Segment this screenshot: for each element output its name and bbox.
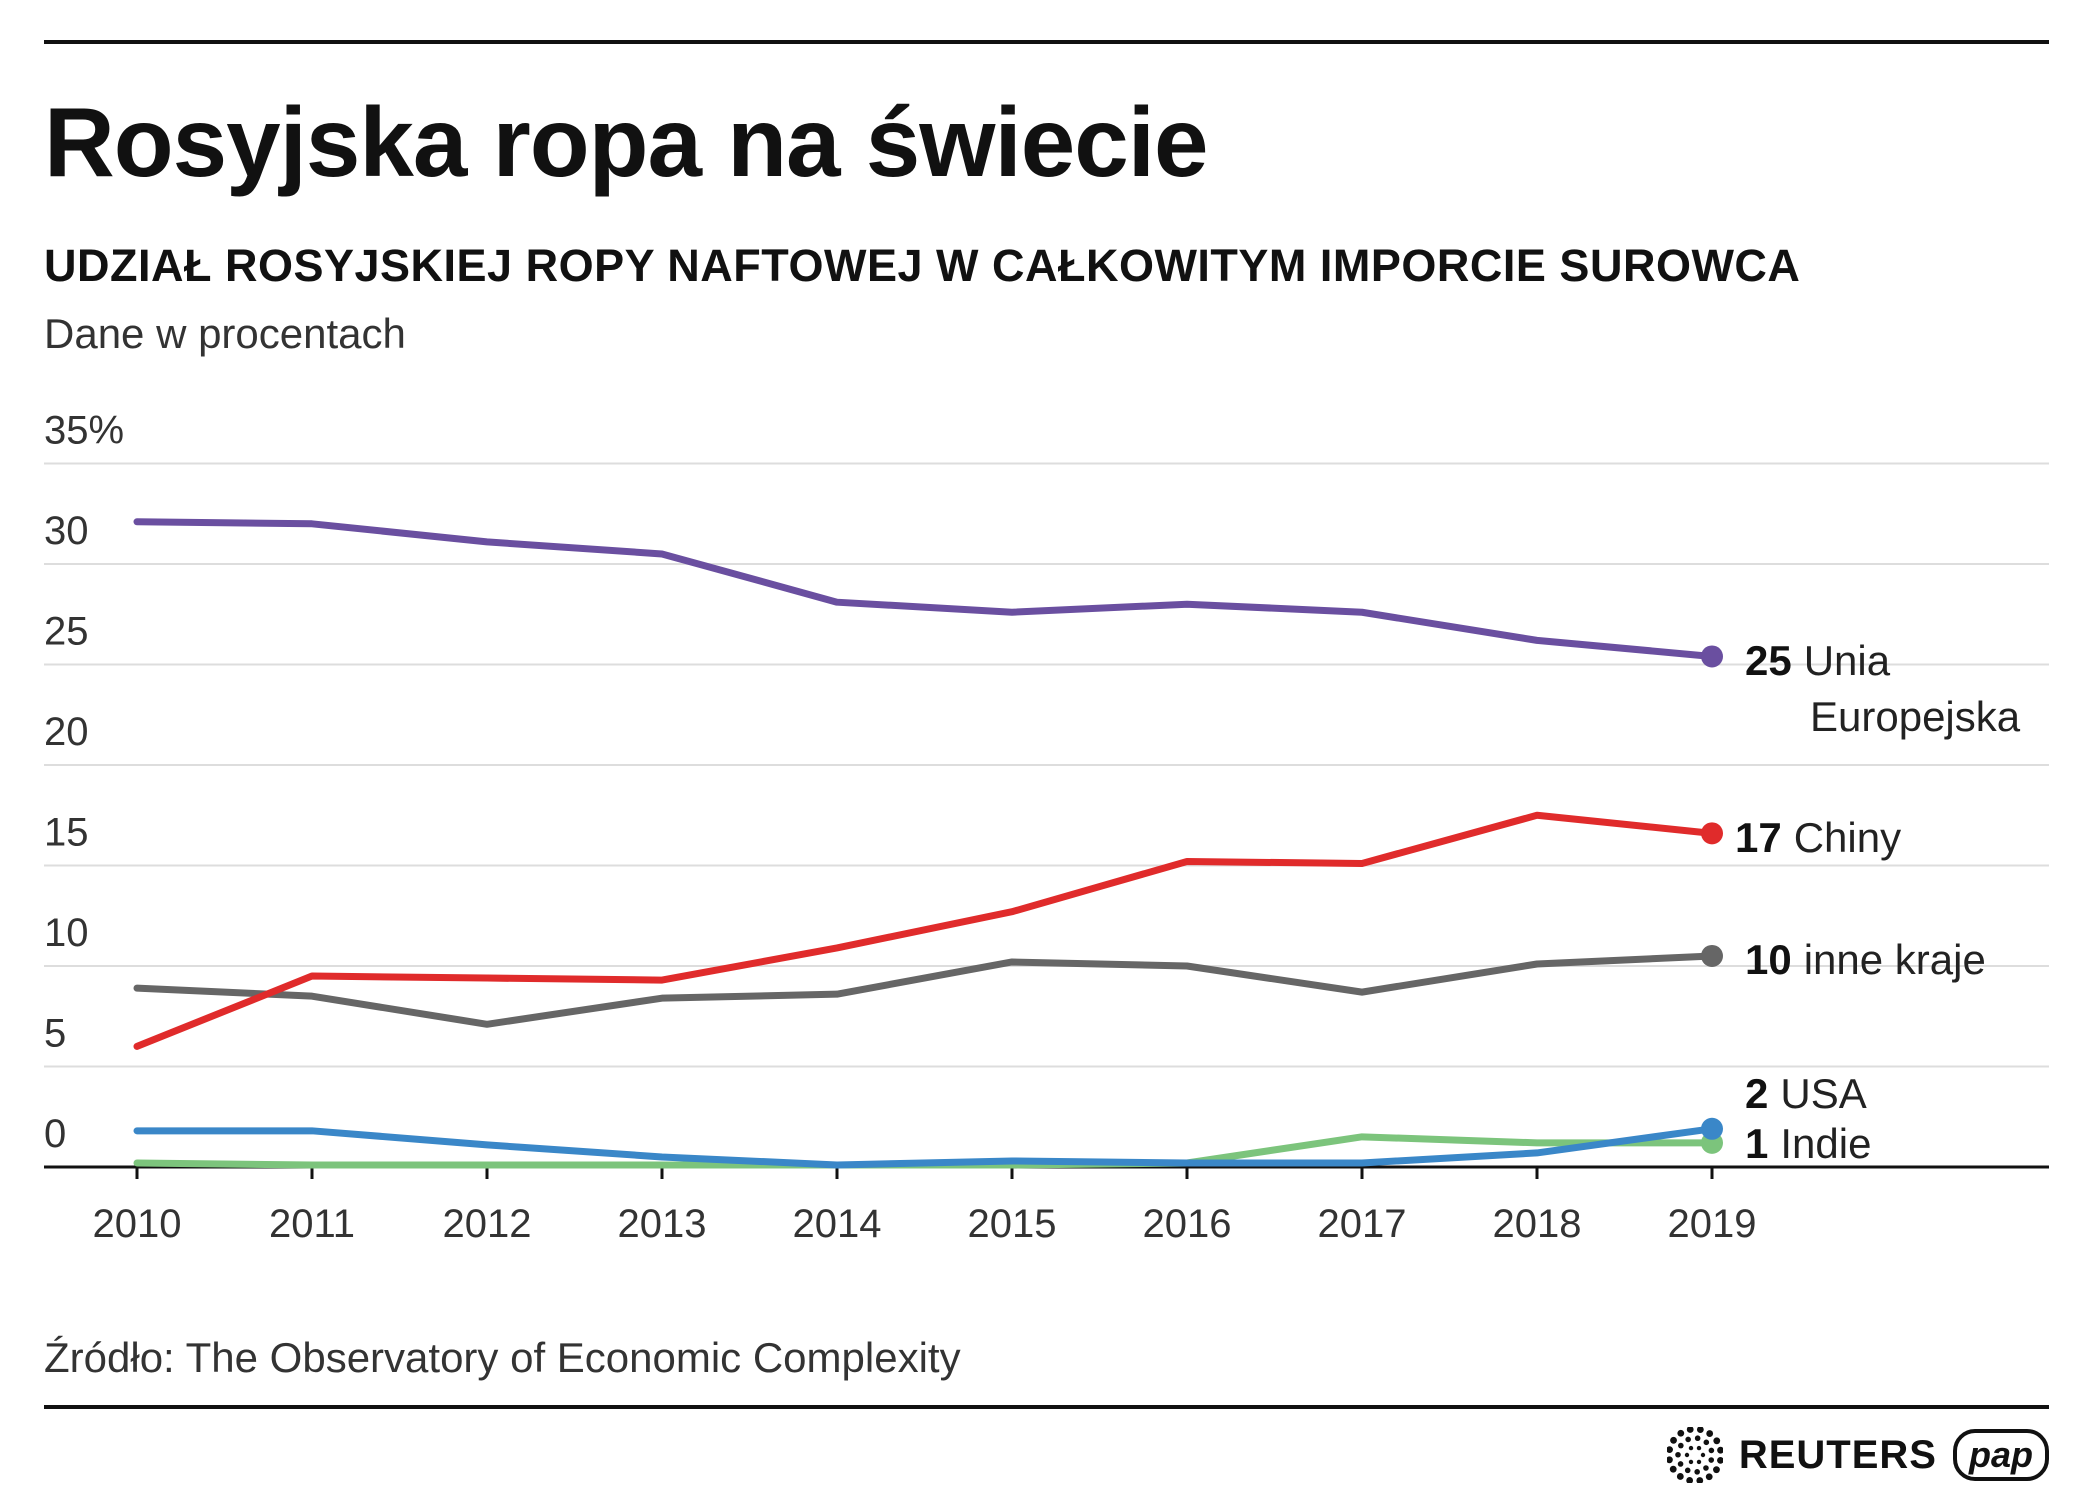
- unit-note: Dane w procentach: [44, 310, 406, 357]
- y-tick-label: 25: [44, 610, 89, 654]
- reuters-logo-dot: [1706, 1430, 1713, 1437]
- y-tick-label: 20: [44, 710, 89, 754]
- source-note: Źródło: The Observatory of Economic Comp…: [44, 1334, 961, 1381]
- reuters-logo-dot: [1669, 1436, 1677, 1444]
- series-end-dot-inne-kraje: [1701, 944, 1723, 967]
- y-tick-label: 10: [44, 911, 89, 955]
- bottom-rule: [44, 1405, 2049, 1409]
- reuters-logo-dot: [1696, 1445, 1702, 1451]
- series-line-chiny: [133, 811, 1716, 1050]
- chart-title: Rosyjska ropa na świecie: [44, 87, 1208, 197]
- y-tick-label: 35%: [44, 409, 124, 453]
- reuters-logo-dot: [1702, 1465, 1709, 1471]
- series-label-unia-europejska: 25 Unia Europejska: [1745, 637, 2021, 740]
- reuters-logo-dot: [1688, 1459, 1694, 1465]
- series-line-unia-europejska: [133, 518, 1716, 660]
- series-end-dot-usa: [1701, 1117, 1723, 1140]
- reuters-logo-dot: [1716, 1446, 1723, 1454]
- series-end-dot-unia-europejska: [1701, 645, 1723, 668]
- series-label-inne-kraje: 10 inne kraje: [1745, 936, 1986, 983]
- x-tick-label: 2012: [443, 1202, 532, 1246]
- reuters-logo-dot: [1712, 1466, 1720, 1474]
- x-tick-label: 2010: [93, 1202, 182, 1246]
- reuters-logo-dot: [1708, 1447, 1715, 1454]
- x-tick-label: 2015: [968, 1202, 1057, 1246]
- reuters-logo-dot: [1703, 1439, 1709, 1446]
- x-tick-label: 2014: [793, 1202, 882, 1246]
- reuters-logo-dot: [1676, 1473, 1684, 1480]
- reuters-logo-dot: [1666, 1456, 1673, 1464]
- reuters-logo-dot: [1696, 1477, 1704, 1483]
- reuters-logo-icon: [1666, 1427, 1723, 1483]
- logo-group: REUTERS pap: [1666, 1425, 2049, 1485]
- y-tick-label: 0: [44, 1112, 66, 1156]
- series-end-dot-chiny: [1701, 822, 1723, 845]
- reuters-logo-dot: [1694, 1435, 1701, 1442]
- reuters-logo-dot: [1669, 1465, 1677, 1473]
- x-tick-label: 2017: [1318, 1202, 1407, 1246]
- y-tick-label: 30: [44, 509, 89, 553]
- y-tick-label: 15: [44, 811, 89, 855]
- reuters-logo-dot: [1685, 1436, 1691, 1443]
- reuters-logo-dot: [1700, 1452, 1706, 1458]
- reuters-logo-dot: [1713, 1437, 1721, 1445]
- x-tick-label: 2013: [618, 1202, 707, 1246]
- series-label-indie: 1 Indie: [1745, 1120, 1871, 1167]
- x-tick-label: 2016: [1143, 1202, 1232, 1246]
- reuters-logo-dot: [1716, 1456, 1723, 1464]
- top-rule: [44, 40, 2049, 44]
- x-tick-label: 2019: [1668, 1202, 1757, 1246]
- reuters-logo-dot: [1696, 1427, 1704, 1433]
- reuters-logo-dot: [1686, 1427, 1694, 1433]
- x-tick-label: 2011: [269, 1202, 355, 1246]
- series-line-inne-kraje: [133, 952, 1716, 1028]
- reuters-logo-dot: [1677, 1442, 1684, 1449]
- reuters-logo-dot: [1694, 1469, 1700, 1475]
- series-label-usa: 2 USA: [1745, 1070, 1867, 1117]
- reuters-logo-text: REUTERS: [1738, 1432, 1937, 1477]
- reuters-logo-dot: [1666, 1446, 1673, 1454]
- reuters-logo-dot: [1688, 1445, 1694, 1451]
- reuters-logo-dot: [1708, 1457, 1714, 1463]
- y-tick-label: 5: [44, 1012, 66, 1056]
- x-tick-label: 2018: [1493, 1202, 1582, 1246]
- reuters-logo-dot: [1684, 1467, 1691, 1474]
- reuters-logo-dot: [1696, 1459, 1702, 1465]
- reuters-logo-dot: [1686, 1477, 1693, 1483]
- pap-logo: pap: [1952, 1429, 2049, 1481]
- reuters-logo-dot: [1675, 1451, 1681, 1458]
- reuters-logo-dot: [1684, 1452, 1690, 1458]
- series-label-chiny: 17 Chiny: [1735, 814, 1901, 861]
- reuters-logo-dot: [1677, 1461, 1684, 1467]
- reuters-logo-dot: [1677, 1429, 1685, 1437]
- series-line-usa: [133, 1125, 1716, 1169]
- reuters-logo-dot: [1705, 1473, 1713, 1481]
- chart-subtitle: UDZIAŁ ROSYJSKIEJ ROPY NAFTOWEJ W CAŁKOW…: [44, 240, 1801, 291]
